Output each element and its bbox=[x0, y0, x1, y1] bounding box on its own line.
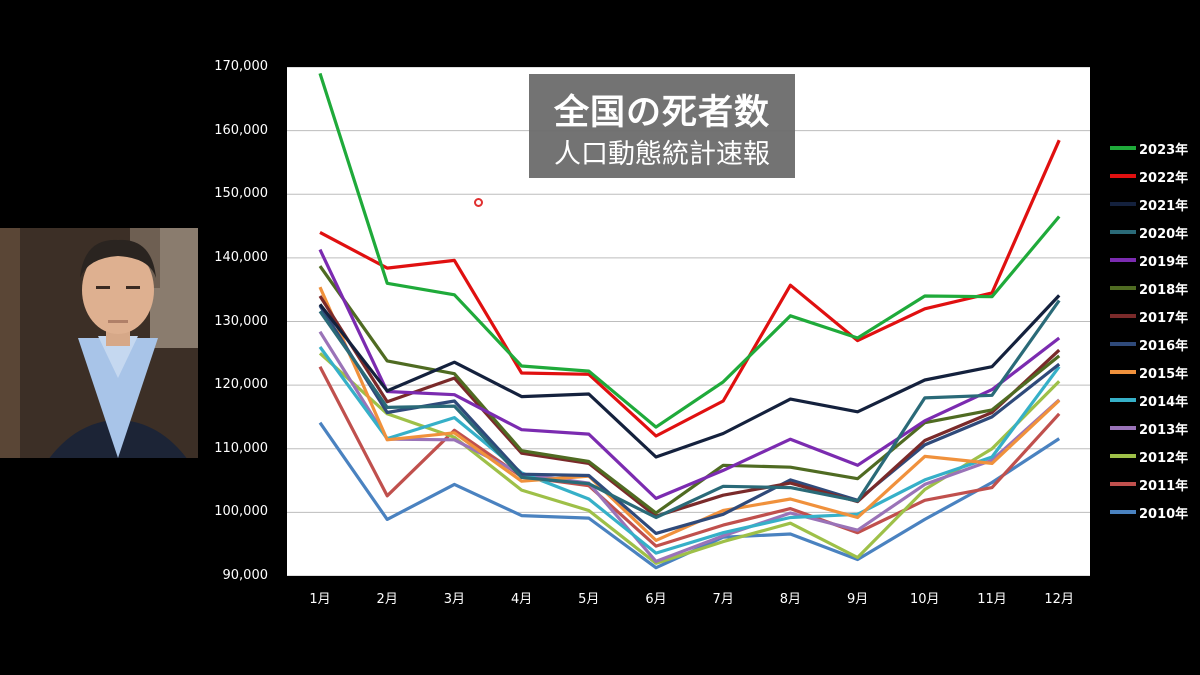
series-line-2020年 bbox=[318, 299, 1061, 520]
y-tick-label: 150,000 bbox=[214, 186, 268, 202]
series-line-2021年 bbox=[318, 294, 1061, 459]
legend-swatch bbox=[1110, 454, 1136, 458]
y-tick-label: 120,000 bbox=[214, 377, 268, 393]
x-tick-label: 7月 bbox=[712, 592, 734, 607]
x-tick-label: 5月 bbox=[578, 592, 600, 607]
legend-label: 2016年 bbox=[1139, 339, 1189, 354]
x-tick-label: 1月 bbox=[309, 592, 331, 607]
presenter-webcam bbox=[0, 228, 198, 458]
x-tick-label: 9月 bbox=[846, 592, 869, 607]
legend-label: 2021年 bbox=[1139, 199, 1189, 214]
series-line-2019年 bbox=[318, 248, 1061, 500]
legend-swatch bbox=[1110, 174, 1136, 178]
x-tick-label: 6月 bbox=[645, 592, 667, 607]
pointer-marker bbox=[474, 198, 483, 207]
x-tick-label: 8月 bbox=[779, 592, 802, 607]
legend-swatch bbox=[1110, 314, 1136, 318]
legend-label: 2013年 bbox=[1139, 423, 1189, 438]
legend-label: 2010年 bbox=[1139, 507, 1189, 522]
x-tick-label: 11月 bbox=[977, 592, 1007, 607]
chart-subtitle: 人口動態統計速報 bbox=[554, 139, 770, 170]
legend-swatch bbox=[1110, 510, 1136, 514]
legend-swatch bbox=[1110, 230, 1136, 234]
legend-swatch bbox=[1110, 258, 1136, 262]
series-line-2014年 bbox=[318, 345, 1061, 555]
legend-label: 2019年 bbox=[1139, 255, 1189, 270]
legend-swatch bbox=[1110, 202, 1136, 206]
legend-label: 2017年 bbox=[1139, 311, 1189, 326]
series-line-2022年 bbox=[319, 139, 1061, 438]
series-line-2018年 bbox=[318, 265, 1061, 515]
legend-swatch bbox=[1110, 482, 1136, 486]
legend-swatch bbox=[1110, 398, 1136, 402]
x-tick-label: 4月 bbox=[510, 592, 533, 607]
legend-swatch bbox=[1110, 286, 1136, 290]
y-tick-label: 130,000 bbox=[214, 313, 268, 329]
legend-label: 2022年 bbox=[1139, 171, 1189, 186]
legend-swatch bbox=[1110, 146, 1136, 150]
y-tick-label: 170,000 bbox=[214, 59, 268, 74]
x-tick-label: 2月 bbox=[376, 592, 398, 607]
x-tick-label: 12月 bbox=[1044, 592, 1074, 607]
series-line-2016年 bbox=[318, 304, 1061, 535]
legend-label: 2023年 bbox=[1139, 143, 1189, 158]
title-box: 全国の死者数 人口動態統計速報 bbox=[529, 74, 795, 178]
y-tick-label: 160,000 bbox=[214, 122, 268, 138]
x-tick-label: 3月 bbox=[443, 592, 466, 607]
x-tick-label: 10月 bbox=[910, 592, 940, 607]
line-chart bbox=[287, 67, 1090, 576]
y-tick-label: 140,000 bbox=[214, 249, 268, 265]
legend-swatch bbox=[1110, 370, 1136, 374]
legend-label: 2011年 bbox=[1139, 479, 1189, 494]
legend-swatch bbox=[1110, 426, 1136, 430]
series-line-2013年 bbox=[318, 330, 1061, 563]
chart-title: 全国の死者数 bbox=[553, 93, 770, 133]
legend-label: 2014年 bbox=[1139, 395, 1189, 410]
y-tick-label: 100,000 bbox=[214, 504, 268, 520]
person-webcam-icon bbox=[0, 228, 198, 458]
legend-label: 2012年 bbox=[1139, 451, 1189, 466]
y-tick-label: 90,000 bbox=[222, 568, 269, 583]
legend-swatch bbox=[1110, 342, 1136, 346]
series-line-2023年 bbox=[318, 72, 1061, 429]
legend-label: 2020年 bbox=[1139, 227, 1189, 242]
y-tick-label: 110,000 bbox=[214, 440, 268, 456]
series-line-2017年 bbox=[318, 295, 1061, 518]
legend-label: 2015年 bbox=[1139, 367, 1189, 382]
legend-label: 2018年 bbox=[1139, 283, 1189, 298]
